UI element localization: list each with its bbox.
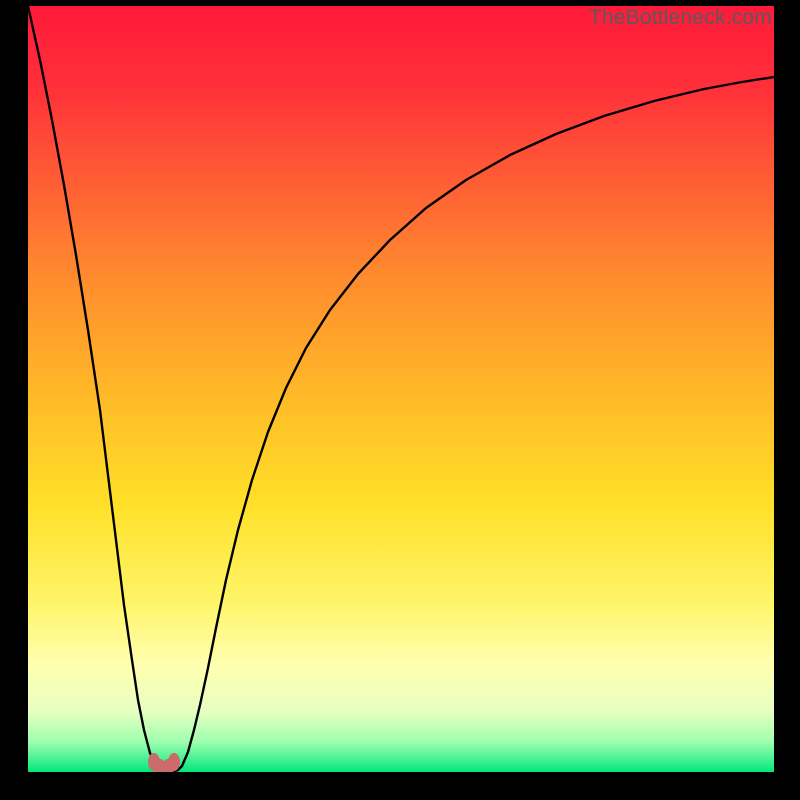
gradient-background — [28, 6, 774, 772]
watermark-text: TheBottleneck.com — [589, 6, 772, 30]
plot-area — [28, 6, 774, 772]
chart-container: TheBottleneck.com — [0, 0, 800, 800]
chart-svg — [28, 6, 774, 772]
valley-marker — [168, 753, 180, 771]
